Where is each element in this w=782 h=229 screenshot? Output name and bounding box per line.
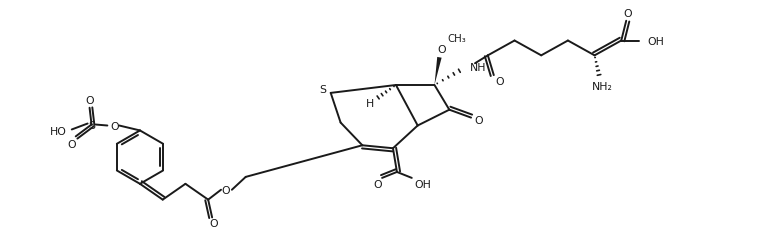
Text: S: S bbox=[88, 120, 95, 130]
Text: HO: HO bbox=[50, 127, 66, 137]
Text: O: O bbox=[437, 45, 446, 55]
Text: O: O bbox=[221, 185, 230, 195]
Text: CH₃: CH₃ bbox=[447, 33, 466, 43]
Text: OH: OH bbox=[414, 179, 432, 189]
Text: O: O bbox=[623, 9, 632, 19]
Text: H: H bbox=[366, 98, 375, 108]
Text: NH₂: NH₂ bbox=[592, 82, 613, 92]
Text: O: O bbox=[496, 77, 504, 87]
Text: O: O bbox=[374, 179, 382, 189]
Text: S: S bbox=[319, 85, 326, 95]
Text: NH: NH bbox=[470, 63, 486, 73]
Text: O: O bbox=[67, 140, 76, 150]
Text: O: O bbox=[210, 218, 218, 228]
Text: OH: OH bbox=[647, 36, 664, 46]
Text: O: O bbox=[85, 95, 94, 105]
Text: O: O bbox=[110, 121, 119, 131]
Polygon shape bbox=[435, 58, 442, 86]
Text: O: O bbox=[475, 115, 483, 125]
